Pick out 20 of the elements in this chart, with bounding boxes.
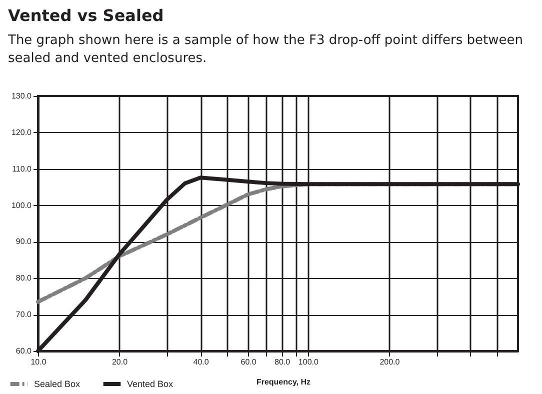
- y-tick-label: 120.0: [11, 128, 32, 137]
- x-tick-label: 60.0: [240, 358, 257, 366]
- y-tick-label: 130.0: [11, 92, 32, 100]
- x-axis-title: Frequency, Hz: [256, 378, 311, 386]
- y-tick-label: 80.0: [16, 274, 32, 283]
- legend-label: Sealed Box: [34, 379, 81, 389]
- chart-subtitle: The graph shown here is a sample of how the F3 drop-off point differs between sealed and vented enclosures.: [8, 32, 524, 68]
- y-tick-label: 110.0: [12, 164, 32, 174]
- x-tick-label: 10.0: [30, 358, 47, 366]
- y-tick-label: 60.0: [16, 346, 32, 356]
- x-tick-label: 80.0: [274, 358, 291, 366]
- y-tick-label: 90.0: [16, 237, 32, 246]
- x-tick-label: 20.0: [112, 358, 128, 366]
- y-tick-label: 70.0: [16, 310, 32, 320]
- y-tick-label: 100.0: [11, 200, 32, 210]
- x-tick-label: 40.0: [193, 358, 210, 366]
- chart-title: Vented vs Sealed: [8, 6, 164, 25]
- legend-label: Vented Box: [127, 379, 174, 389]
- x-tick-label: 200.0: [380, 358, 400, 366]
- x-tick-label: 100.0: [298, 358, 319, 366]
